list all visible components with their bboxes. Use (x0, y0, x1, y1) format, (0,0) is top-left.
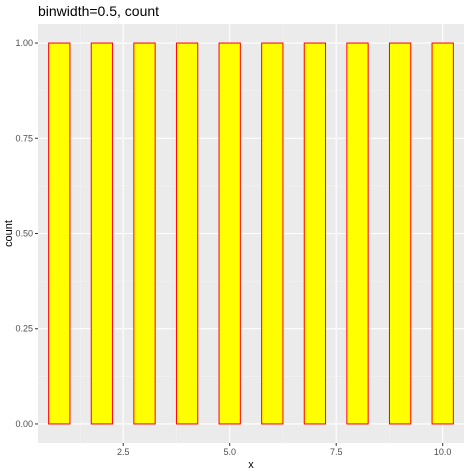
y-tick-label: 0.00 (15, 419, 33, 429)
y-tick-label: 0.50 (15, 229, 33, 239)
x-tick-label: 5.0 (223, 447, 236, 457)
histogram-bar (175, 42, 199, 425)
histogram-bar (388, 42, 412, 425)
histogram-bar (346, 42, 369, 425)
histogram-bar (133, 42, 156, 425)
x-tick-label: 2.5 (117, 447, 130, 457)
histogram-bar (48, 42, 71, 425)
x-tick-label: 10.0 (434, 447, 452, 457)
bars (48, 42, 454, 425)
y-axis-title: count (3, 220, 15, 247)
y-tick-label: 0.25 (15, 324, 33, 334)
histogram-bar (303, 42, 327, 425)
histogram-bar (90, 42, 114, 425)
histogram-bar (261, 42, 284, 425)
x-axis-title: x (248, 459, 254, 471)
x-tick-label: 7.5 (330, 447, 343, 457)
histogram-bar (431, 42, 454, 425)
y-tick-label: 0.75 (15, 133, 33, 143)
chart-title: binwidth=0.5, count (38, 3, 159, 19)
histogram-bar (218, 42, 241, 425)
y-tick-label: 1.00 (15, 38, 33, 48)
y-axis: 0.00 0.25 0.50 0.75 1.00 (15, 38, 38, 429)
x-axis: 2.5 5.0 7.5 10.0 (117, 443, 452, 457)
